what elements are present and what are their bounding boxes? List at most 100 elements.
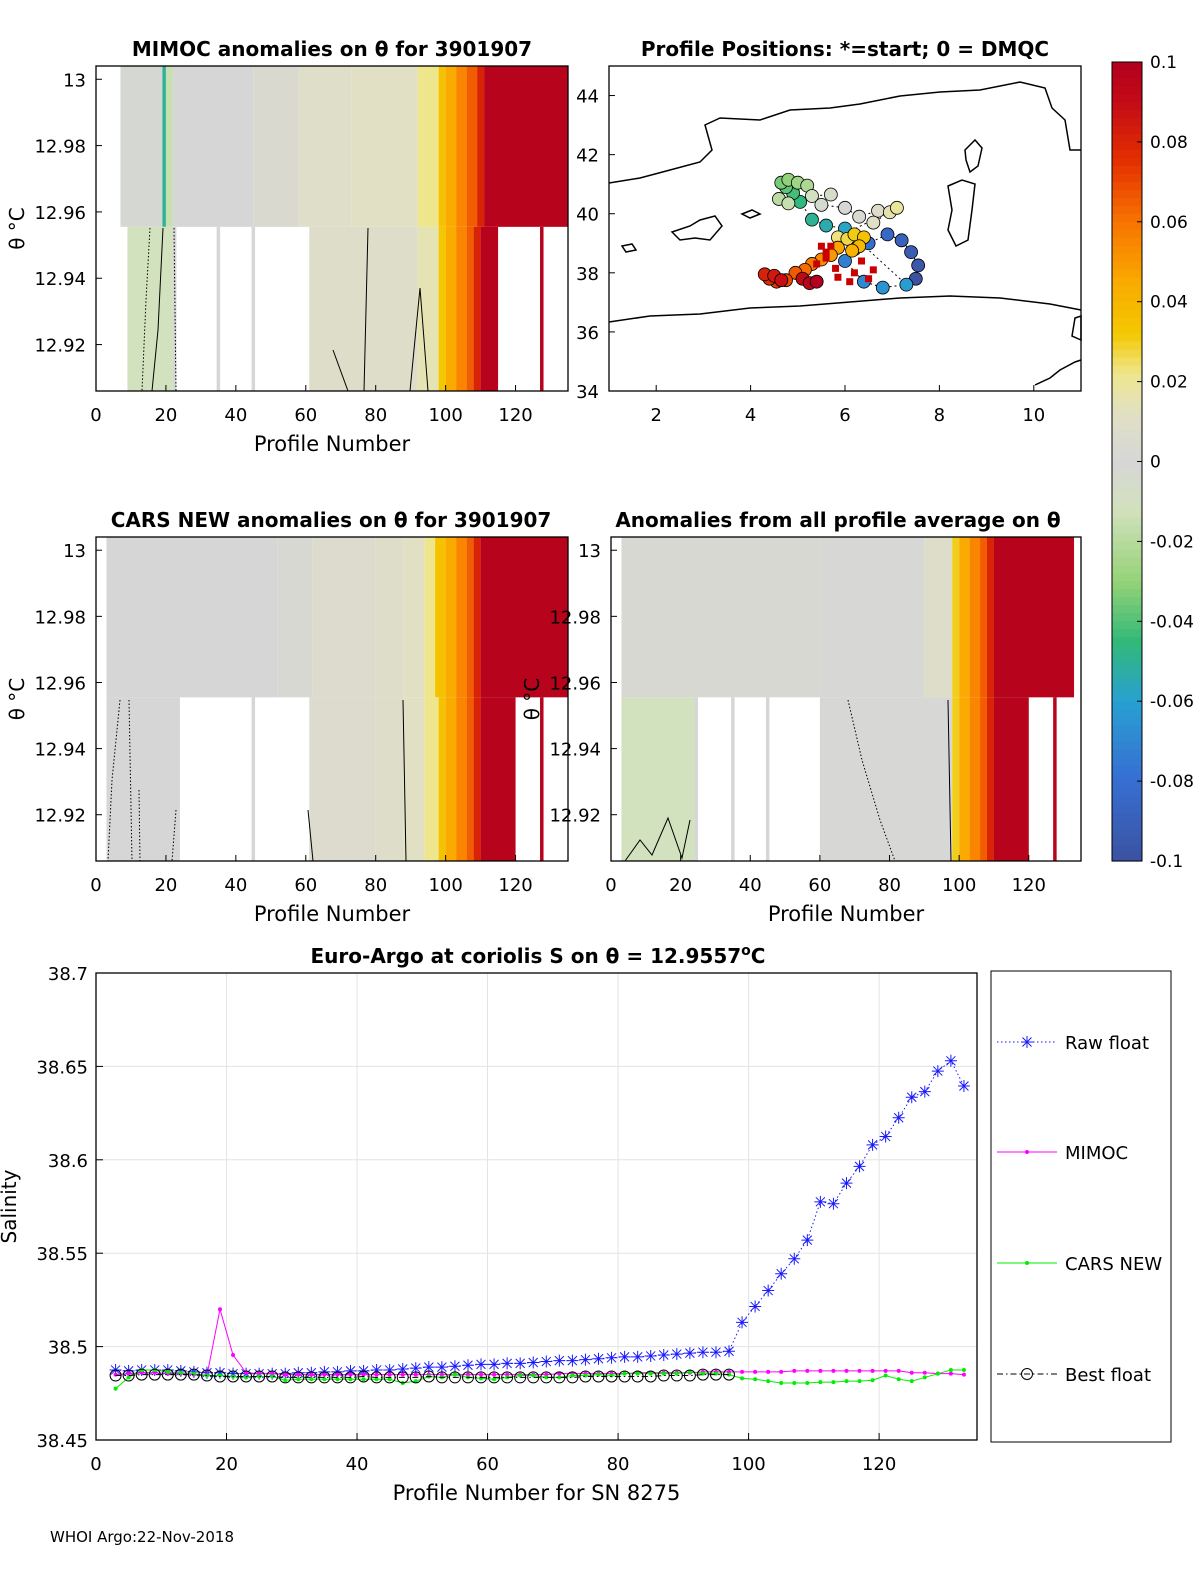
cars-bottom-cell: [403, 697, 425, 861]
data-point: [553, 1371, 566, 1384]
mimoc-x-axis-label: Profile Number: [254, 432, 411, 456]
data-point: [178, 1370, 183, 1375]
map-x-tick-label: 8: [934, 405, 945, 426]
cars-y-tick-label: 12.96: [34, 673, 86, 694]
cars-x-tick-label: 20: [154, 875, 177, 896]
colorbar-cell: [1112, 269, 1142, 279]
colorbar-cell: [1112, 773, 1142, 782]
mimoc-x-tick-label: 20: [154, 405, 177, 426]
cars-top-cell: [277, 537, 313, 698]
data-point: [152, 1370, 157, 1375]
avg-bottom-cell: [959, 697, 970, 861]
contour-line: [409, 287, 429, 392]
mimoc-top-cell: [298, 66, 352, 227]
cars-top-cell: [466, 537, 474, 698]
data-point: [161, 1368, 174, 1381]
data-point: [213, 1370, 226, 1383]
data-point: [622, 1371, 627, 1376]
mimoc-x-tick-label: 80: [364, 405, 387, 426]
colorbar-cell: [1112, 421, 1142, 431]
profile-position-marker: [899, 277, 914, 292]
cars-title: CARS NEW anomalies on θ for 3901907: [111, 508, 552, 532]
colorbar-cell: [1112, 261, 1142, 271]
salinity-x-tick-label: 120: [862, 1454, 896, 1475]
colorbar-cell: [1112, 501, 1142, 511]
contour-line: [173, 227, 177, 392]
mimoc-bottom-cell: [438, 226, 446, 391]
mimoc-top-cell: [120, 66, 163, 227]
data-point: [687, 1369, 692, 1374]
map-y-tick-label: 36: [576, 323, 599, 344]
avg-top-cell: [980, 537, 987, 698]
data-point: [918, 1085, 931, 1098]
map-y-tick-label: 38: [576, 264, 599, 285]
avg-bottom-cell: [993, 697, 1029, 861]
mimoc-bottom-cell: [417, 226, 439, 391]
dmqc-marker: [865, 275, 873, 283]
colorbar-cell: [1112, 509, 1142, 519]
legend-label: Raw float: [1065, 1033, 1149, 1054]
data-point: [479, 1372, 484, 1377]
data-point: [853, 1160, 866, 1173]
coastline: [947, 179, 976, 248]
mimoc-x-tick-label: 100: [428, 405, 462, 426]
mimoc-top-cell: [466, 66, 478, 227]
data-point: [779, 1381, 784, 1386]
avg-y-tick-label: 13: [578, 541, 601, 562]
legend-marker: [1021, 1036, 1033, 1048]
colorbar-cell: [1112, 77, 1142, 87]
avg-bottom-cell: [731, 697, 735, 861]
data-point: [618, 1350, 631, 1363]
avg-top-cell: [819, 537, 925, 698]
data-point: [501, 1357, 514, 1370]
colorbar-cell: [1112, 469, 1142, 479]
data-point: [448, 1371, 461, 1384]
data-point: [540, 1355, 553, 1368]
data-point: [122, 1364, 135, 1377]
coastline: [1071, 314, 1082, 342]
colorbar-cell: [1112, 62, 1142, 71]
salinity-y-tick-label: 38.6: [48, 1151, 88, 1172]
data-point: [318, 1371, 331, 1384]
colorbar-cell: [1112, 181, 1142, 191]
data-point: [683, 1369, 696, 1382]
data-point: [814, 1195, 827, 1208]
data-point: [909, 1370, 914, 1375]
data-point: [413, 1379, 418, 1384]
cars-y-tick-label: 13: [63, 541, 86, 562]
data-point: [475, 1358, 488, 1371]
contour-line: [307, 809, 314, 862]
colorbar-cell: [1112, 277, 1142, 287]
dmqc-marker: [827, 242, 835, 250]
legend-marker: [1025, 1261, 1029, 1265]
data-point: [544, 1375, 549, 1380]
colorbar-cell: [1112, 341, 1142, 351]
mimoc-bottom-cell: [540, 226, 544, 391]
colorbar-cell: [1112, 453, 1142, 463]
data-point: [709, 1368, 722, 1381]
map-y-tick-label: 44: [576, 87, 599, 108]
salinity-y-tick-label: 38.55: [36, 1244, 88, 1265]
data-point: [670, 1348, 683, 1361]
dmqc-marker: [869, 266, 877, 274]
legend: Raw float MIMOC CARS NEW Best float: [990, 970, 1172, 1443]
map-y-tick-label: 34: [576, 382, 599, 403]
data-point: [309, 1377, 314, 1382]
data-point: [409, 1371, 422, 1384]
colorbar-cell: [1112, 709, 1142, 718]
colorbar-cell: [1112, 325, 1142, 335]
data-point: [139, 1367, 144, 1372]
data-point: [753, 1369, 758, 1374]
data-point: [374, 1372, 379, 1377]
data-point: [122, 1369, 135, 1382]
data-point: [605, 1351, 618, 1364]
colorbar-cell: [1112, 245, 1142, 255]
data-point: [422, 1361, 435, 1374]
series-line-cars-new: [115, 1369, 964, 1390]
dmqc-marker: [817, 242, 825, 250]
coastline: [964, 138, 983, 174]
data-point: [387, 1372, 392, 1377]
dmqc-marker: [834, 273, 842, 281]
colorbar-tick-label: 0: [1150, 453, 1161, 473]
colorbar-cell: [1112, 781, 1142, 790]
